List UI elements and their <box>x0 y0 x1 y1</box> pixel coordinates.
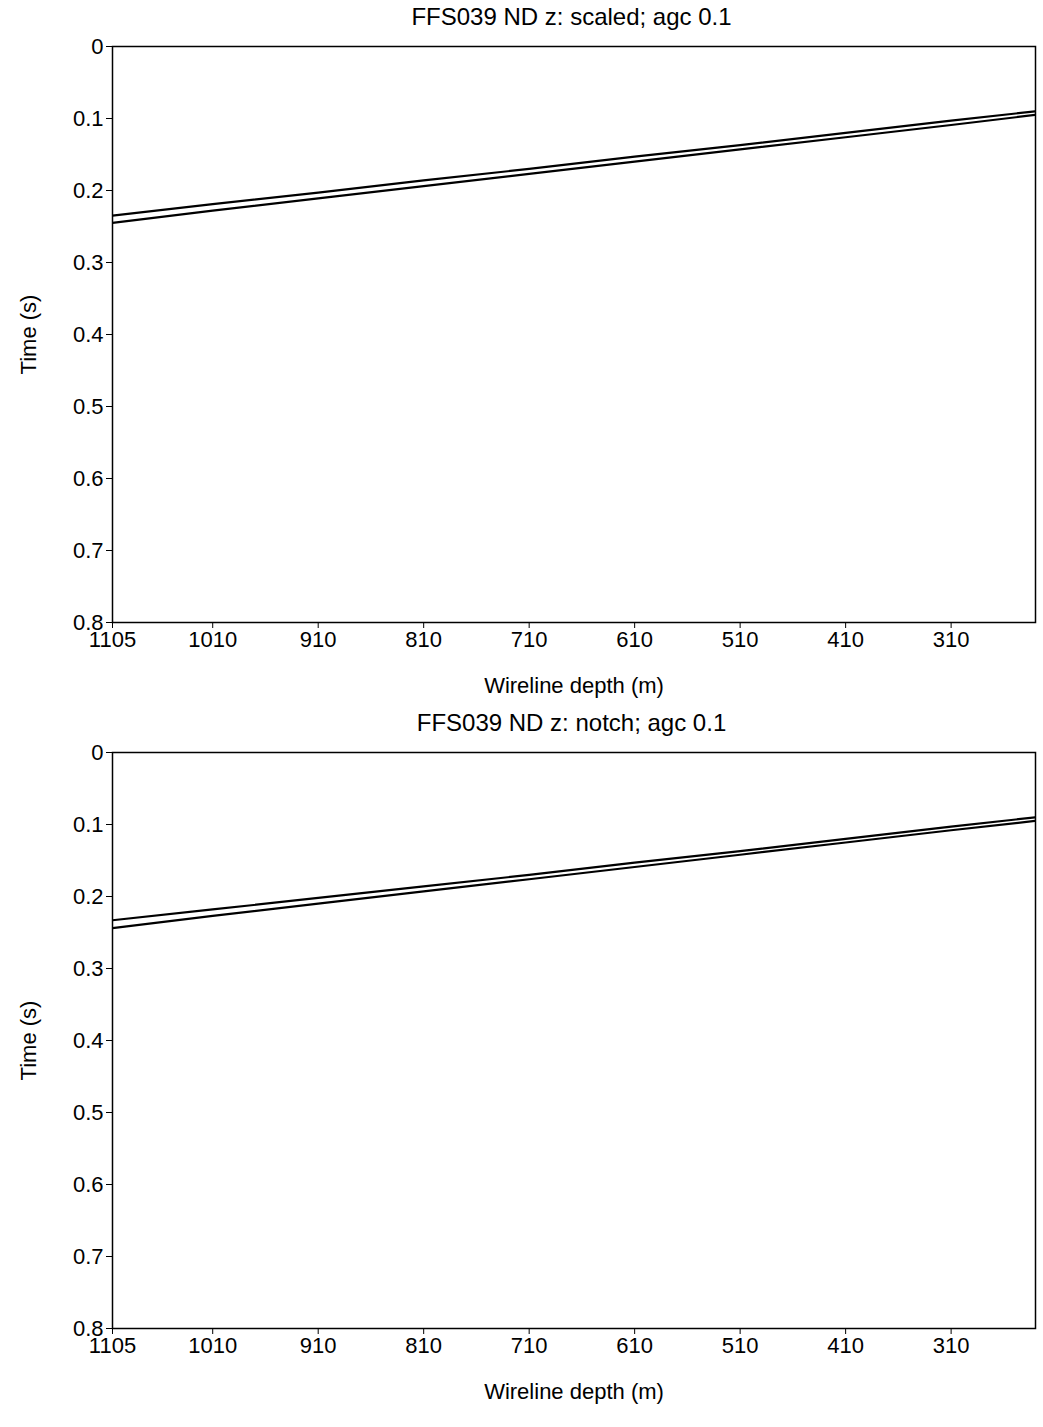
svg-text:0.4: 0.4 <box>73 322 104 347</box>
svg-text:910: 910 <box>300 1333 337 1358</box>
svg-text:0.3: 0.3 <box>73 956 104 981</box>
svg-text:410: 410 <box>827 627 864 652</box>
svg-text:0.7: 0.7 <box>73 1244 104 1269</box>
svg-text:810: 810 <box>405 1333 442 1358</box>
svg-text:0.5: 0.5 <box>73 1100 104 1125</box>
svg-text:1105: 1105 <box>89 627 136 652</box>
svg-text:0: 0 <box>91 34 103 59</box>
svg-text:710: 710 <box>511 1333 548 1358</box>
svg-text:0: 0 <box>91 740 103 765</box>
svg-text:0.2: 0.2 <box>73 178 104 203</box>
svg-text:810: 810 <box>405 627 442 652</box>
svg-text:Wireline depth (m): Wireline depth (m) <box>484 673 664 698</box>
svg-text:0.2: 0.2 <box>73 884 104 909</box>
svg-text:0.6: 0.6 <box>73 466 104 491</box>
svg-text:0.5: 0.5 <box>73 394 104 419</box>
svg-text:0.1: 0.1 <box>73 812 104 837</box>
svg-text:510: 510 <box>722 1333 759 1358</box>
svg-text:0.8: 0.8 <box>72 609 104 635</box>
svg-text:610: 610 <box>616 1333 653 1358</box>
svg-text:0.3: 0.3 <box>73 250 104 275</box>
svg-text:410: 410 <box>827 1333 864 1358</box>
svg-text:1010: 1010 <box>188 1333 237 1358</box>
svg-text:0.1: 0.1 <box>73 106 104 131</box>
svg-text:310: 310 <box>933 627 970 652</box>
html-text:FFS039 ND z: notch; agc 0.1: FFS039 ND z: notch; agc 0.1 <box>416 709 727 736</box>
svg-text:Time (s): Time (s) <box>16 1001 41 1081</box>
svg-text:0.4: 0.4 <box>73 1028 104 1053</box>
svg-text:310: 310 <box>933 1333 970 1358</box>
svg-text:1105: 1105 <box>89 1333 136 1358</box>
svg-text:Time (s): Time (s) <box>16 295 41 375</box>
svg-text:0.6: 0.6 <box>73 1172 104 1197</box>
svg-text:0.7: 0.7 <box>73 538 104 563</box>
svg-text:0.8: 0.8 <box>72 1315 104 1341</box>
svg-text:Wireline depth (m): Wireline depth (m) <box>484 1379 664 1404</box>
svg-text:710: 710 <box>511 627 548 652</box>
svg-text:610: 610 <box>616 627 653 652</box>
svg-text:910: 910 <box>300 627 337 652</box>
svg-text:510: 510 <box>722 627 759 652</box>
html-text:FFS039 ND z: scaled; agc 0.1: FFS039 ND z: scaled; agc 0.1 <box>411 3 732 30</box>
svg-text:1010: 1010 <box>188 627 237 652</box>
